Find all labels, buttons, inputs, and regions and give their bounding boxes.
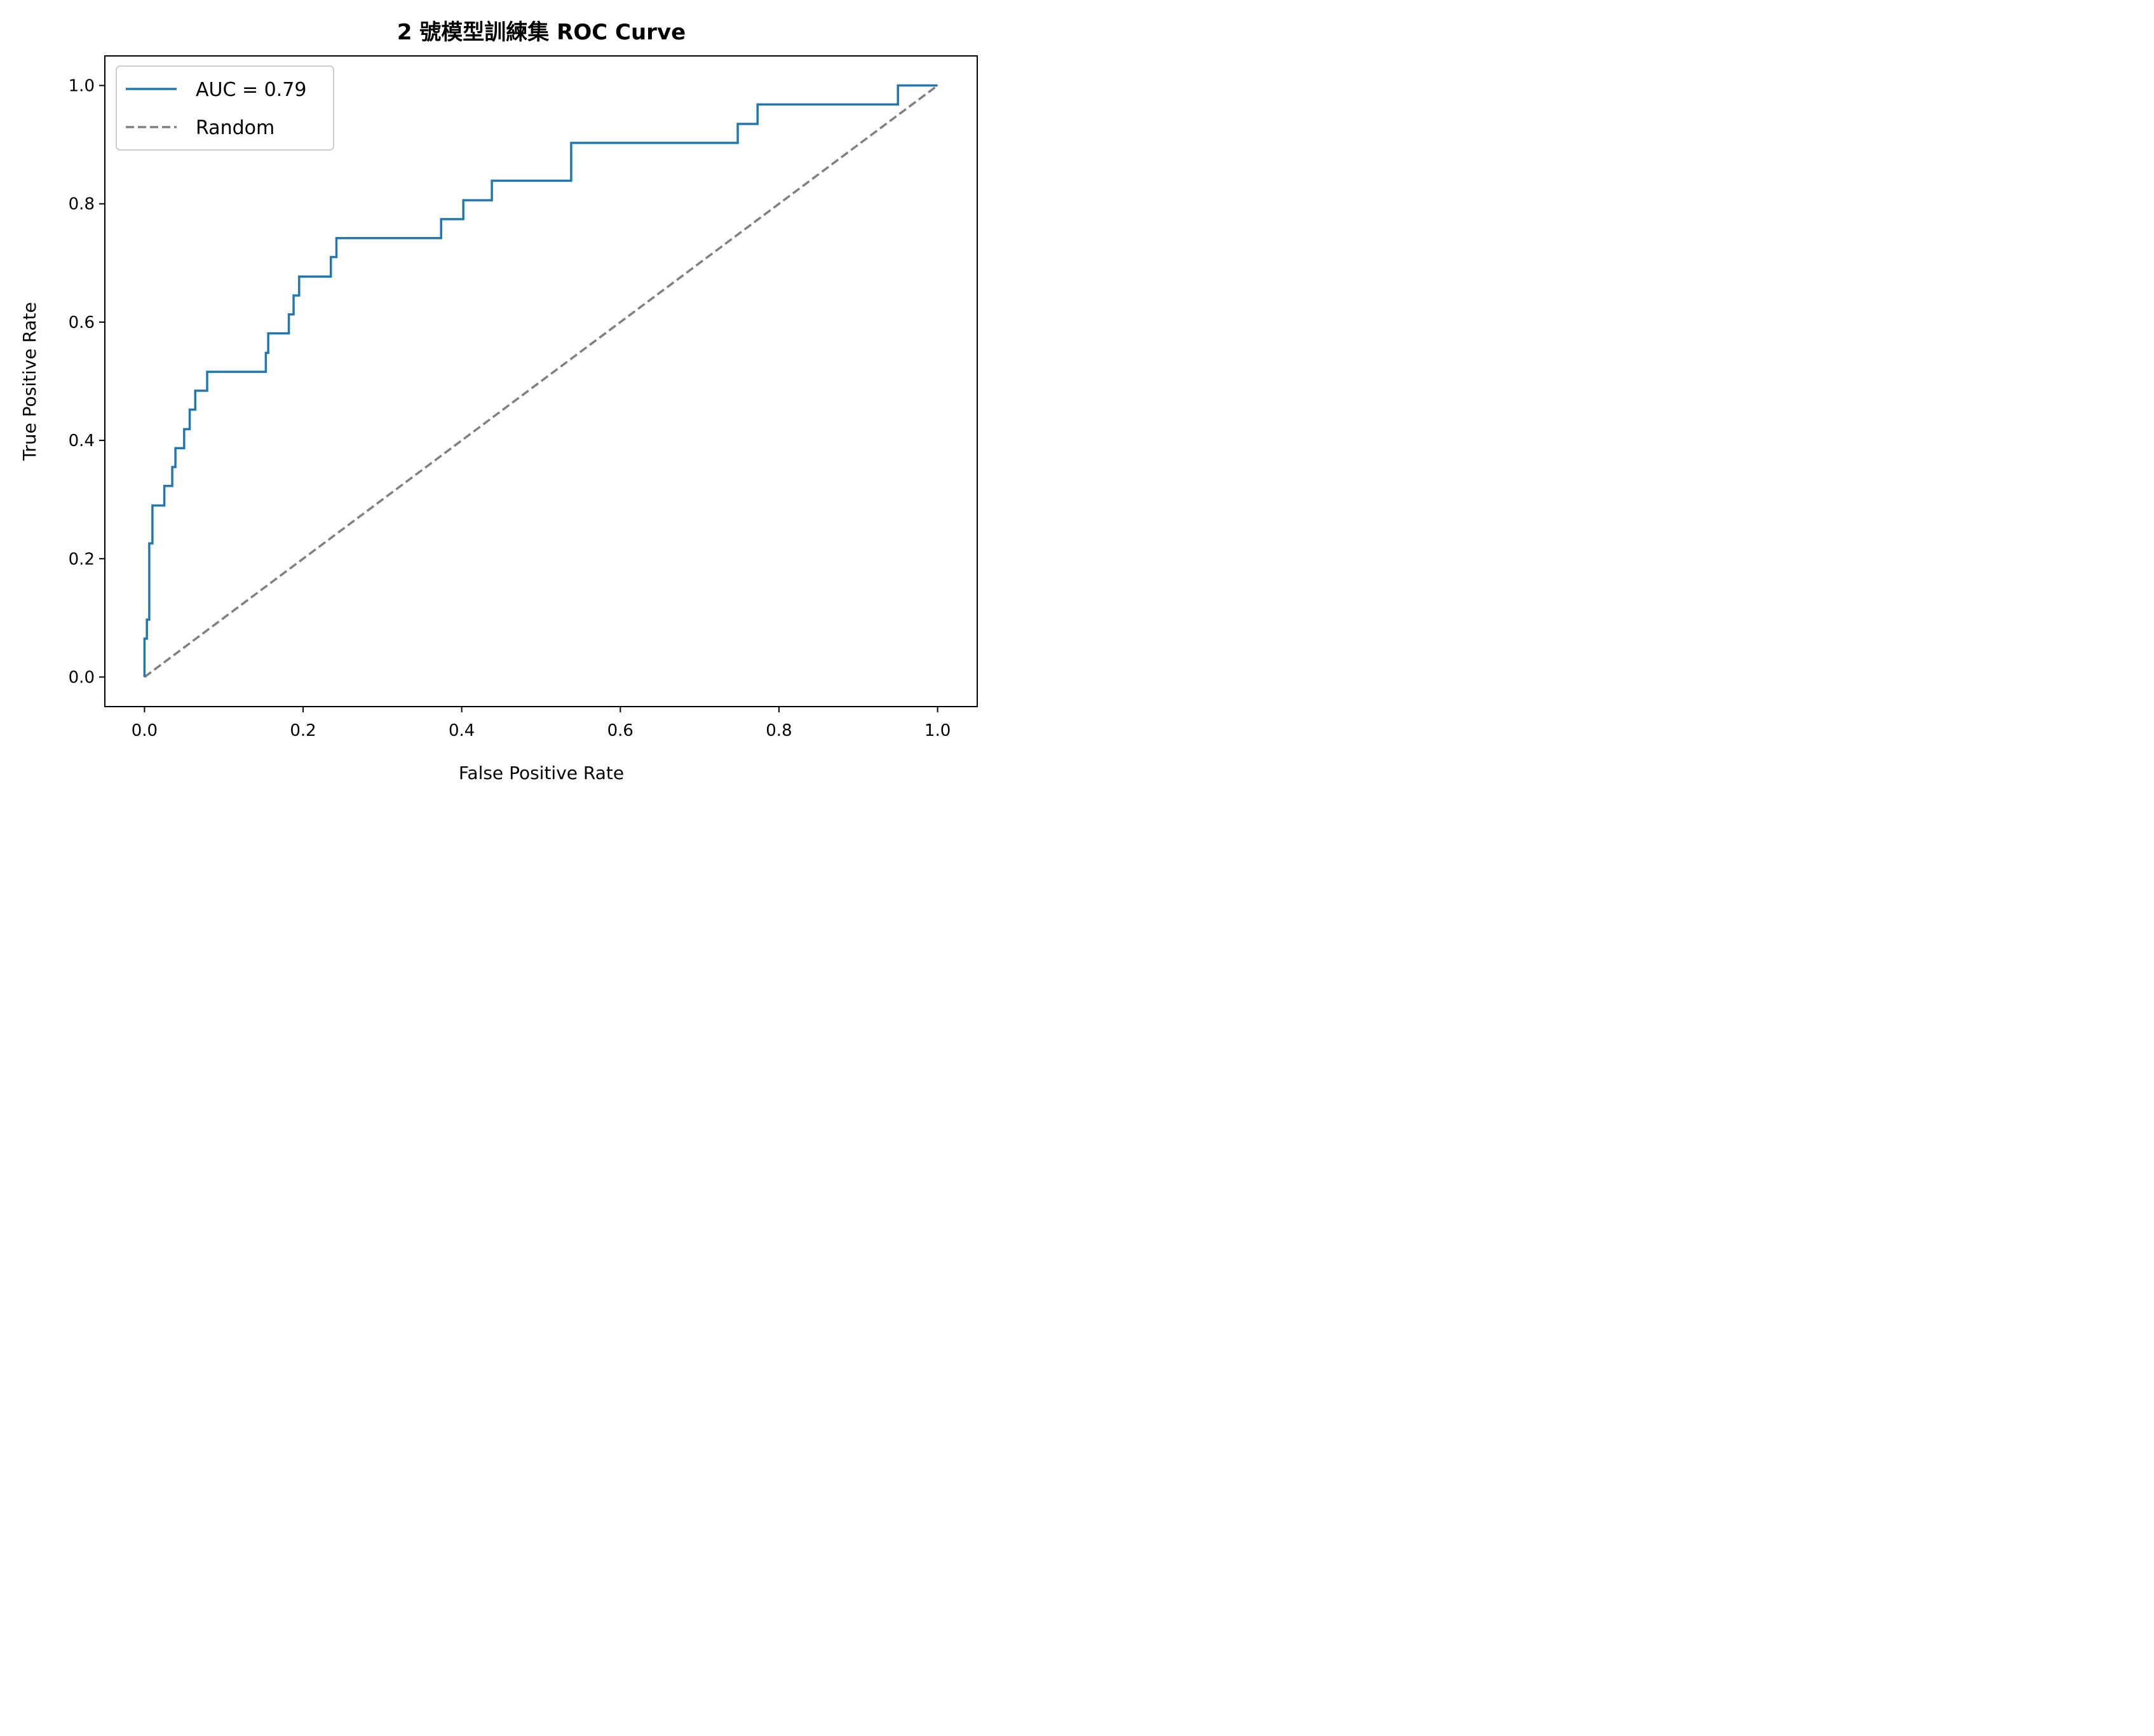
- x-tick-label: 0.4: [449, 721, 475, 740]
- y-tick-label: 0.8: [69, 195, 95, 214]
- y-tick-label: 0.6: [69, 313, 95, 332]
- y-tick-label: 0.2: [69, 550, 95, 569]
- legend-label: Random: [196, 117, 274, 139]
- legend: AUC = 0.79 Random: [116, 65, 334, 151]
- plot-frame: [104, 55, 978, 707]
- plot-area: [104, 55, 978, 707]
- x-tick-label: 0.2: [290, 721, 316, 740]
- series-line-roc: [143, 84, 938, 677]
- axis-ticks: 0.0 0.2 0.4 0.6 0.8 1.0 0.0 0.2 0.4 0.6 0.8 1.0: [69, 77, 951, 740]
- y-tick-label: 0.0: [69, 668, 95, 687]
- x-tick-label: 0.0: [132, 721, 158, 740]
- chart-title: 2 號模型訓練集 ROC Curve: [397, 20, 686, 45]
- x-tick-label: 0.6: [607, 721, 633, 740]
- x-tick-label: 0.8: [766, 721, 792, 740]
- y-tick-label: 0.4: [69, 431, 95, 451]
- y-tick-label: 1.0: [69, 77, 95, 96]
- x-tick-label: 1.0: [925, 721, 951, 740]
- x-axis-label: False Positive Rate: [459, 763, 624, 783]
- series-line-random: [144, 85, 938, 678]
- y-axis-label: True Positive Rate: [19, 302, 40, 461]
- chart-svg: 2 號模型訓練集 ROC Curve 0.0 0.2 0.4 0.6 0.8 1.00.0…: [19, 20, 978, 783]
- roc-chart: 2 號模型訓練集 ROC Curve 0.0 0.2 0.4 0.6 0.8 1.0 0.0…: [0, 0, 993, 809]
- legend-box: [116, 65, 334, 151]
- legend-label: AUC = 0.79: [196, 79, 306, 101]
